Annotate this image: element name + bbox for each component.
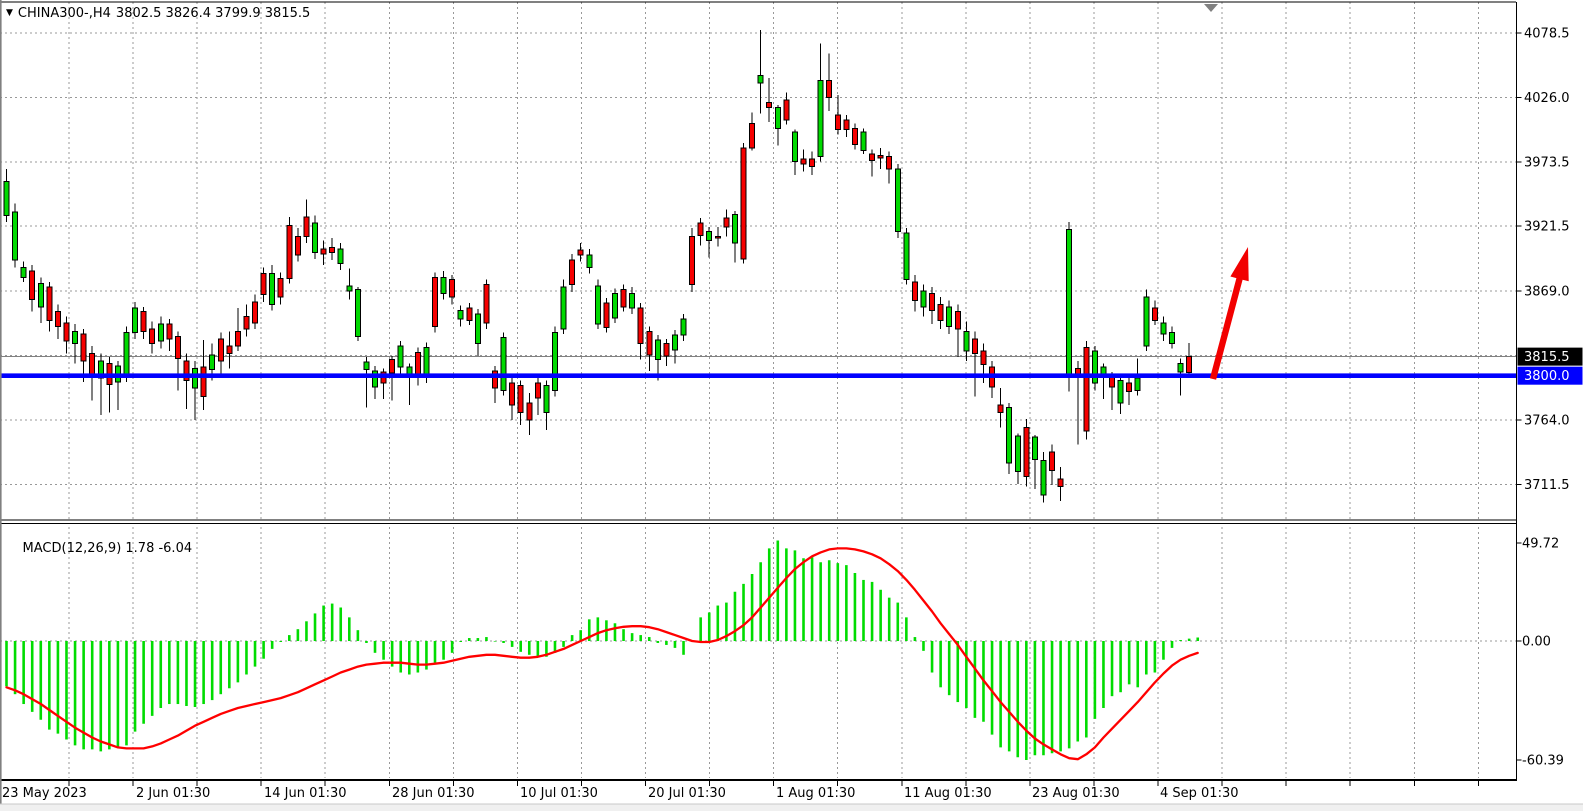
svg-text:4026.0: 4026.0: [1524, 91, 1570, 106]
macd-histogram: [5, 540, 1200, 760]
trend-arrow[interactable]: [1209, 247, 1249, 380]
time-axis[interactable]: 23 May 2023 2 Jun 01:30 14 Jun 01:30 28 Jun…: [2, 781, 1479, 801]
svg-text:14 Jun 01:30: 14 Jun 01:30: [264, 786, 347, 801]
candlestick-layer: [3, 29, 1193, 503]
svg-text:3764.0: 3764.0: [1524, 413, 1570, 428]
horizontal-line-3800[interactable]: [0, 373, 1516, 378]
bid-price-badge: [1517, 347, 1583, 366]
svg-text:4078.5: 4078.5: [1524, 27, 1570, 42]
symbol-dropdown-icon[interactable]: ▼: [6, 8, 13, 18]
svg-text:3800.0: 3800.0: [1524, 369, 1570, 384]
svg-text:49.72: 49.72: [1522, 537, 1559, 552]
svg-text:4 Sep 01:30: 4 Sep 01:30: [1160, 786, 1239, 801]
chart-shift-marker-icon[interactable]: [1204, 4, 1218, 12]
ohlc-values-label: 3802.5 3826.4 3799.9 3815.5: [115, 6, 311, 21]
svg-text:3869.0: 3869.0: [1524, 284, 1570, 299]
svg-text:1 Aug 01:30: 1 Aug 01:30: [776, 786, 855, 801]
hline-price-badge: [1517, 366, 1583, 385]
symbol-timeframe-label: CHINA300-,H4: [17, 6, 111, 21]
svg-text:3711.5: 3711.5: [1524, 478, 1570, 493]
svg-text:3973.5: 3973.5: [1524, 156, 1570, 171]
svg-text:20 Jul 01:30: 20 Jul 01:30: [648, 786, 726, 801]
svg-text:23 May 2023: 23 May 2023: [2, 786, 87, 801]
svg-text:3921.5: 3921.5: [1524, 220, 1570, 235]
svg-text:10 Jul 01:30: 10 Jul 01:30: [520, 786, 598, 801]
macd-signal-line: [5, 547, 1199, 761]
chart-title: ▼ CHINA300-,H4 3802.5 3826.4 3799.9 3815…: [6, 6, 310, 21]
svg-text:23 Aug 01:30: 23 Aug 01:30: [1032, 786, 1120, 801]
indicator-label: MACD(12,26,9) 1.78 -6.04: [22, 541, 193, 556]
svg-text:-60.39: -60.39: [1522, 753, 1564, 768]
svg-text:3815.5: 3815.5: [1524, 350, 1570, 365]
svg-text:28 Jun 01:30: 28 Jun 01:30: [392, 786, 475, 801]
price-axis[interactable]: 4078.5 4026.0 3973.5 3921.5 3869.0 3764.0 3711…: [1516, 27, 1583, 769]
svg-text:11 Aug 01:30: 11 Aug 01:30: [904, 786, 992, 801]
svg-text:2 Jun 01:30: 2 Jun 01:30: [136, 786, 210, 801]
svg-text:0.00: 0.00: [1522, 635, 1551, 650]
